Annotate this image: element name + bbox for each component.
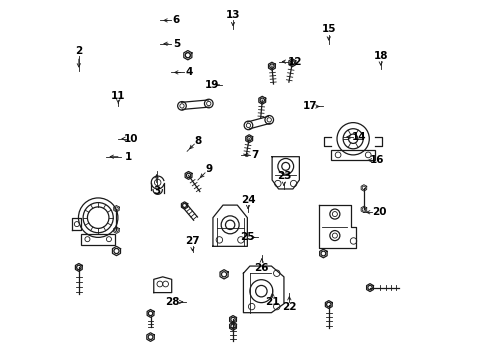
Text: 5: 5 — [172, 39, 180, 49]
Text: 16: 16 — [369, 155, 384, 165]
Text: 9: 9 — [204, 164, 212, 174]
Text: 11: 11 — [111, 91, 125, 101]
Text: 14: 14 — [351, 132, 366, 142]
Text: 28: 28 — [165, 297, 180, 307]
Text: 18: 18 — [373, 51, 387, 61]
Bar — [81, 234, 115, 244]
Text: 4: 4 — [185, 67, 192, 77]
Text: 8: 8 — [194, 136, 201, 145]
Text: 17: 17 — [302, 102, 317, 112]
Text: 1: 1 — [124, 152, 131, 162]
Text: 15: 15 — [321, 24, 335, 35]
Text: 10: 10 — [124, 134, 139, 144]
Text: 2: 2 — [75, 46, 82, 56]
Text: 7: 7 — [251, 150, 259, 160]
Text: 23: 23 — [276, 171, 290, 181]
Text: 20: 20 — [371, 207, 386, 217]
Text: 27: 27 — [185, 236, 200, 246]
Text: 19: 19 — [204, 80, 218, 90]
Text: 26: 26 — [254, 263, 268, 273]
Text: 3: 3 — [153, 186, 160, 196]
Text: 24: 24 — [240, 195, 255, 205]
Text: 25: 25 — [239, 232, 254, 242]
Text: 12: 12 — [287, 57, 301, 67]
Text: 6: 6 — [172, 15, 180, 26]
Text: 21: 21 — [264, 297, 279, 307]
Text: 22: 22 — [282, 302, 296, 312]
Bar — [330, 149, 375, 160]
Text: 13: 13 — [225, 10, 240, 20]
